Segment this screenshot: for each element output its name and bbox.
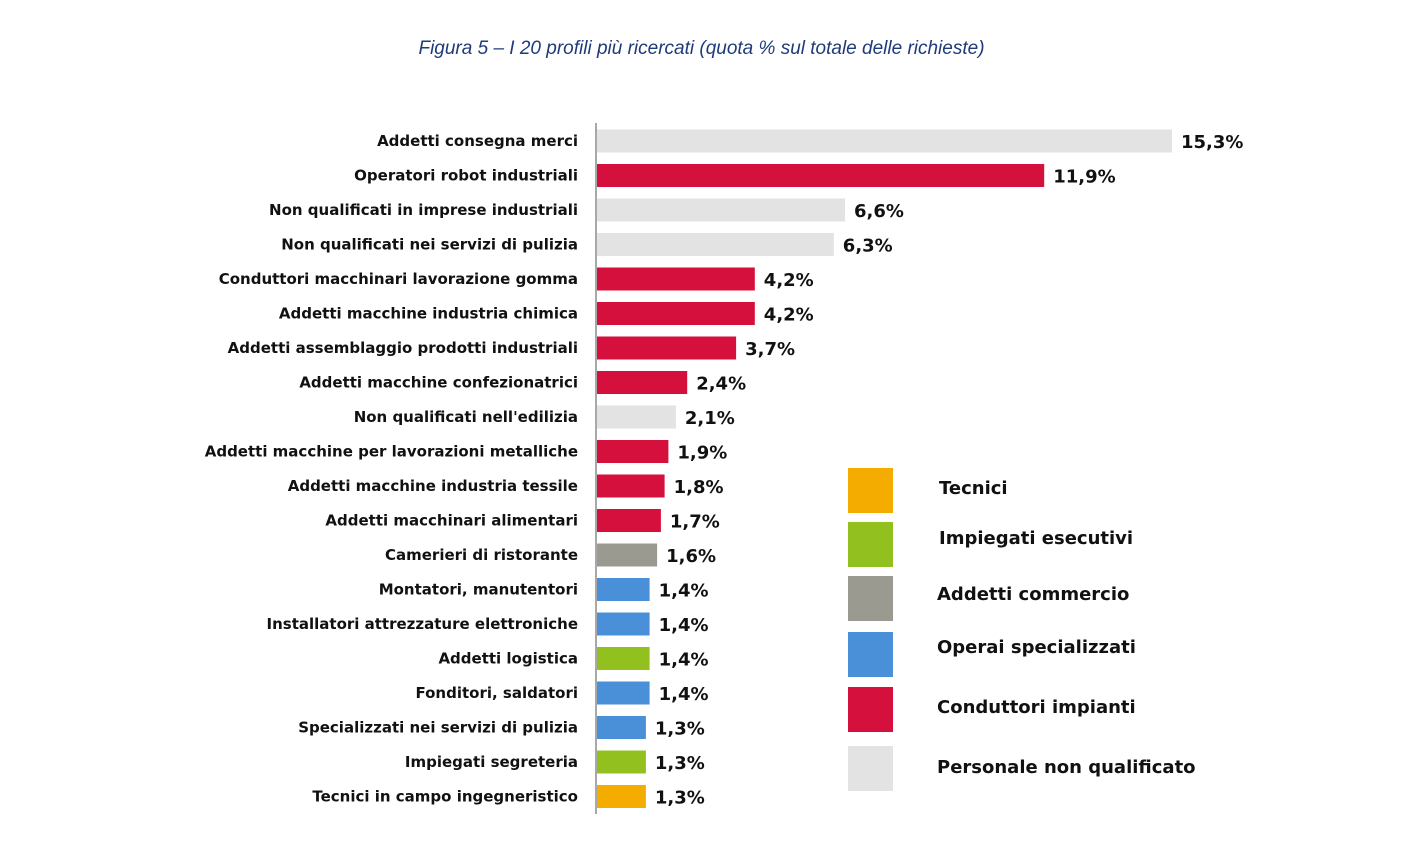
category-label: Camerieri di ristorante: [385, 546, 578, 564]
value-label: 11,9%: [1053, 167, 1115, 188]
legend-label: Impiegati esecutivi: [939, 528, 1133, 549]
value-label: 4,2%: [764, 305, 814, 326]
bar: [597, 267, 755, 291]
category-label: Non qualificati in imprese industriali: [269, 201, 578, 219]
category-label: Tecnici in campo ingegneristico: [312, 788, 578, 806]
value-label: 1,7%: [670, 512, 720, 533]
bar: [597, 543, 658, 567]
category-label: Addetti macchine confezionatrici: [299, 374, 578, 392]
bar: [597, 681, 650, 705]
category-label: Addetti assemblaggio prodotti industrial…: [228, 339, 578, 357]
bar: [597, 612, 650, 636]
category-label: Addetti macchine per lavorazioni metalli…: [205, 443, 578, 461]
value-label: 4,2%: [764, 270, 814, 291]
value-label: 1,3%: [655, 753, 705, 774]
bar: [597, 647, 650, 670]
bar: [597, 336, 737, 360]
category-label: Impiegati segreteria: [405, 753, 578, 771]
bar: [597, 785, 646, 808]
value-label: 1,4%: [659, 581, 709, 602]
bar: [597, 405, 676, 429]
bar: [597, 233, 834, 256]
category-label: Non qualificati nell'edilizia: [354, 408, 578, 426]
bar: [597, 302, 755, 325]
legend-swatch: [848, 468, 893, 513]
bar: [597, 474, 665, 498]
chart-title: Figura 5 – I 20 profili più ricercati (q…: [418, 38, 985, 59]
value-label: 1,6%: [666, 546, 716, 567]
value-label: 1,8%: [674, 477, 724, 498]
legend-label: Operai specializzati: [937, 637, 1136, 658]
value-label: 6,3%: [843, 236, 893, 257]
value-label: 6,6%: [854, 201, 904, 222]
category-label: Installatori attrezzature elettroniche: [267, 615, 578, 633]
value-label: 2,4%: [696, 374, 746, 395]
category-label: Specializzati nei servizi di pulizia: [298, 719, 578, 737]
category-label: Fonditori, saldatori: [415, 684, 578, 702]
legend-label: Personale non qualificato: [937, 757, 1196, 778]
value-label: 1,4%: [659, 650, 709, 671]
category-label: Addetti macchinari alimentari: [325, 512, 578, 530]
legend-swatch: [848, 687, 893, 732]
value-label: 1,9%: [677, 443, 727, 464]
bar: [597, 509, 661, 532]
bar: [597, 440, 669, 463]
category-label: Addetti macchine industria tessile: [288, 477, 578, 495]
bars-layer: Addetti consegna merci 15,3% Operatori rob…: [205, 129, 1243, 809]
category-label: Operatori robot industriali: [354, 167, 578, 185]
category-label: Montatori, manutentori: [379, 581, 578, 599]
legend-swatch: [848, 522, 893, 567]
value-label: 1,4%: [659, 684, 709, 705]
bar: [597, 750, 646, 774]
category-label: Addetti macchine industria chimica: [279, 305, 578, 323]
value-label: 15,3%: [1181, 132, 1243, 153]
category-label: Non qualificati nei servizi di pulizia: [281, 236, 578, 254]
bar: [597, 716, 646, 739]
legend-swatch: [848, 746, 893, 791]
value-label: 1,3%: [655, 788, 705, 809]
bar: [597, 371, 688, 394]
legend-label: Conduttori impianti: [937, 697, 1136, 718]
bar: [597, 578, 650, 601]
bar: [597, 198, 845, 222]
category-label: Conduttori macchinari lavorazione gomma: [219, 270, 578, 288]
bar: [597, 164, 1045, 187]
value-label: 1,3%: [655, 719, 705, 740]
legend-label: Tecnici: [939, 478, 1008, 499]
legend-swatch: [848, 632, 893, 677]
legend: Tecnici Impiegati esecutivi Addetti commer…: [848, 468, 1196, 791]
bar: [597, 129, 1172, 153]
value-label: 2,1%: [685, 408, 735, 429]
legend-label: Addetti commercio: [937, 584, 1129, 605]
legend-swatch: [848, 576, 893, 621]
category-label: Addetti logistica: [438, 650, 578, 668]
category-label: Addetti consegna merci: [377, 132, 578, 150]
value-label: 1,4%: [659, 615, 709, 636]
value-label: 3,7%: [745, 339, 795, 360]
